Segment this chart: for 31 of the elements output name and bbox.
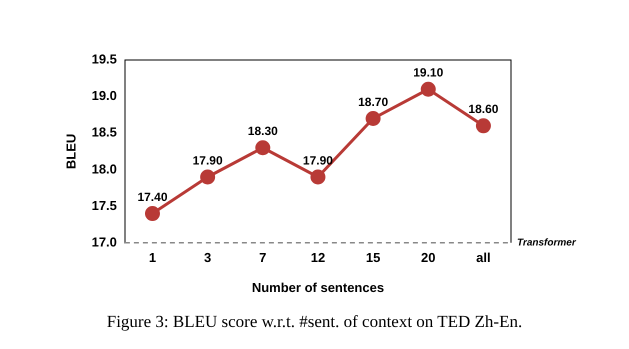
- y-tick-label: 18.5: [92, 124, 117, 140]
- point: [420, 82, 436, 97]
- y-tick-label: 18.0: [92, 161, 117, 176]
- x-tick-label: 20: [421, 250, 436, 266]
- point: [476, 118, 491, 134]
- y-axis-title: BLEU: [63, 134, 78, 170]
- data-label: 17.40: [137, 190, 168, 204]
- data-label: 18.30: [248, 124, 278, 138]
- data-label: 19.10: [413, 66, 444, 80]
- x-tick-label: 1: [148, 250, 156, 266]
- data-label: 18.70: [358, 94, 388, 109]
- data-label: 18.60: [468, 102, 499, 116]
- x-tick-label: 12: [310, 250, 326, 266]
- y-tick-label: 17.0: [92, 234, 117, 250]
- y-tick-label: 19.0: [92, 88, 117, 104]
- ref-line-label: Transformer: [517, 238, 577, 249]
- point: [200, 169, 216, 184]
- y-tick-label: 19.5: [92, 52, 117, 67]
- point: [366, 110, 381, 126]
- y-tick-label: 17.5: [92, 198, 117, 213]
- point: [310, 169, 326, 184]
- x-tick-label: 15: [366, 250, 380, 266]
- x-tick-label: 3: [204, 250, 212, 266]
- data-label: 17.90: [192, 153, 223, 168]
- point: [255, 140, 270, 156]
- caption: Figure 3: BLEU score w.r.t. #sent. of context on TED Zh-En.: [106, 312, 524, 332]
- x-tick-label: 7: [259, 250, 266, 266]
- data-label: 17.90: [302, 153, 334, 168]
- x-axis-title: Number of sentences: [252, 280, 384, 295]
- x-tick-label: all: [476, 250, 491, 266]
- point: [144, 206, 160, 222]
